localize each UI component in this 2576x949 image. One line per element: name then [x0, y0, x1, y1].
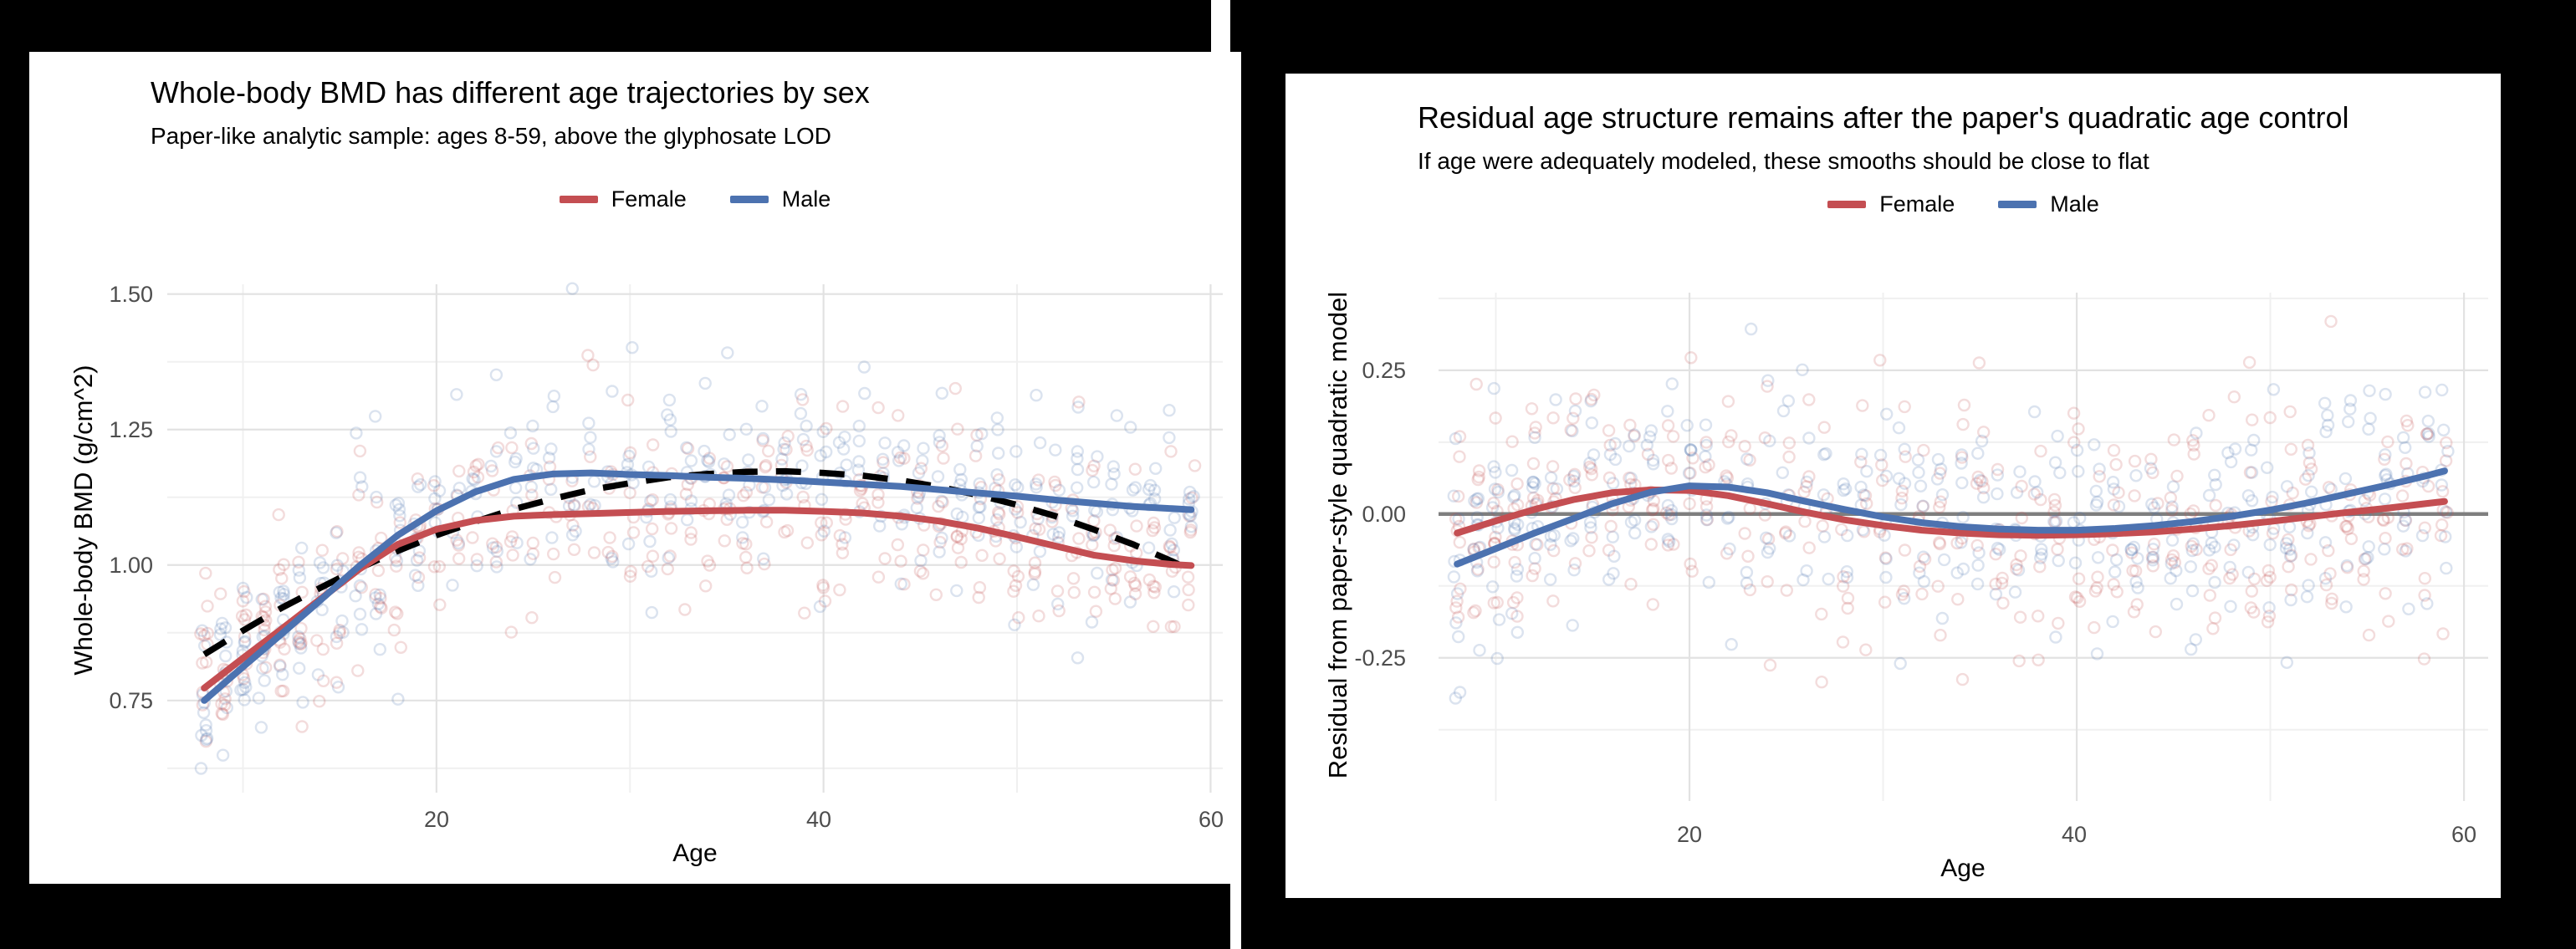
- y-tick-0p75: 0.75: [109, 688, 153, 713]
- female-line-key-icon: [1827, 200, 1867, 208]
- y-tick-1p25: 1.25: [109, 417, 153, 442]
- y-tick-1p50: 1.50: [109, 282, 153, 307]
- x-tick-40: 40: [805, 807, 832, 832]
- x-tick-40: 40: [2061, 822, 2088, 847]
- residual-chart-subtitle: If age were adequately modeled, these sm…: [1418, 148, 2149, 174]
- x-axis-title-age: Age: [1940, 855, 1986, 882]
- male-line-key-icon: [1998, 200, 2037, 208]
- y-tick-0p00: 0.00: [1362, 502, 1406, 527]
- x-tick-60: 60: [1198, 807, 1224, 832]
- residual-legend: Female Male: [1439, 189, 2488, 219]
- legend-item-male: Male: [1998, 191, 2099, 217]
- x-tick-20: 20: [423, 807, 450, 832]
- y-axis-title-bmd: Whole-body BMD (g/cm^2): [69, 365, 98, 676]
- x-tick-60: 60: [2451, 822, 2477, 847]
- y-tick-1p00: 1.00: [109, 553, 153, 578]
- legend-label-male: Male: [781, 186, 831, 212]
- bmd-plot-canvas: [167, 282, 1223, 793]
- bmd-chart-title: Whole-body BMD has different age traject…: [151, 75, 870, 110]
- legend-label-female: Female: [611, 186, 687, 212]
- residual-plot-canvas: [1439, 293, 2488, 801]
- y-axis-title-residual: Residual from paper-style quadratic mode…: [1323, 291, 1352, 779]
- x-axis-title-age: Age: [672, 839, 718, 867]
- legend-item-female: Female: [559, 186, 687, 212]
- bmd-chart-panel: Whole-body BMD has different age traject…: [29, 52, 1241, 884]
- male-line-key-icon: [729, 195, 769, 203]
- background-white-sliver-top: [1211, 0, 1230, 52]
- y-tick-0p25: 0.25: [1362, 358, 1406, 383]
- legend-label-male: Male: [2050, 191, 2099, 217]
- female-line-key-icon: [559, 195, 598, 203]
- bmd-legend: Female Male: [167, 184, 1223, 214]
- x-tick-20: 20: [1676, 822, 1703, 847]
- legend-item-female: Female: [1827, 191, 1955, 217]
- y-tick-neg0p25: -0.25: [1354, 645, 1406, 671]
- bmd-chart-subtitle: Paper-like analytic sample: ages 8-59, a…: [151, 123, 832, 149]
- legend-label-female: Female: [1879, 191, 1955, 217]
- residual-chart-title: Residual age structure remains after the…: [1418, 100, 2349, 135]
- legend-item-male: Male: [729, 186, 831, 212]
- background-white-sliver-bottom: [1230, 884, 1241, 949]
- residual-chart-panel: Residual age structure remains after the…: [1285, 74, 2501, 898]
